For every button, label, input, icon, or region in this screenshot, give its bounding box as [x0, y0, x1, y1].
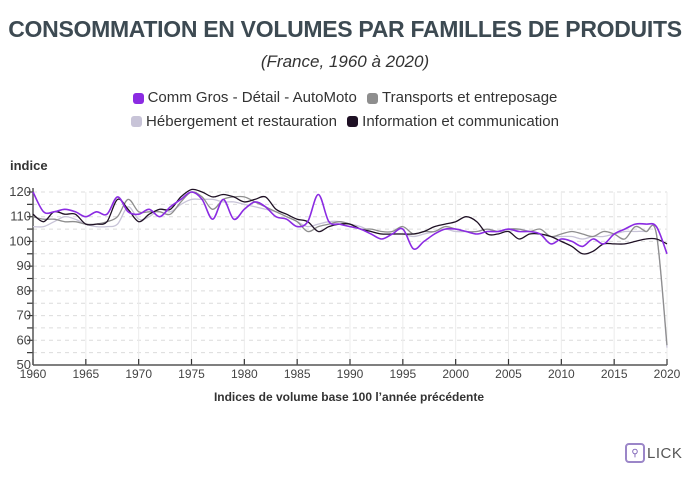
legend-swatch: [131, 116, 143, 127]
brand-logo: ⚲ LICK: [625, 443, 682, 463]
y-axis-label: indice: [10, 158, 48, 173]
legend-label: Information et communication: [362, 112, 559, 130]
legend-item-information[interactable]: Information et communication: [347, 111, 559, 133]
gridlines: [32, 191, 668, 365]
axes: 1960 1965 1970 1975 1980 1985 1990 1995 2000 2005…: [9, 184, 680, 381]
y-tick-label: 60: [17, 332, 31, 347]
y-tick-label: 70: [17, 308, 31, 323]
series-line-1: [32, 191, 668, 255]
x-tick-label: 1965: [72, 367, 99, 381]
x-tick-label: 2000: [442, 367, 469, 381]
legend-label: Transports et entreposage: [382, 89, 558, 106]
legend-label: Hébergement et restauration: [146, 112, 337, 130]
line-chart: indice 1960 1965 1970 1975 1980 1985 1990 1995 2…: [9, 158, 680, 404]
x-tick-label: 1990: [337, 367, 364, 381]
x-tick-label: 1980: [231, 367, 258, 381]
x-tick-label: 1970: [125, 367, 152, 381]
legend-label: Comm Gros - Détail - AutoMoto: [147, 89, 357, 106]
x-tick-label: 1995: [389, 367, 416, 381]
y-tick-label: 110: [10, 209, 31, 224]
legend-swatch: [132, 92, 144, 104]
magnifier-icon: ⚲: [625, 443, 645, 463]
chart-title: CONSOMMATION EN VOLUMES PAR FAMILLES DE …: [8, 16, 682, 42]
x-tick-label: 1985: [284, 367, 311, 381]
legend-swatch: [347, 116, 359, 127]
y-tick-label: 50: [17, 357, 31, 372]
x-tick-label: 2005: [495, 367, 522, 381]
x-axis-label: Indices de volume base 100 l’année précé…: [214, 390, 484, 404]
x-tick-label: 2015: [601, 367, 628, 381]
series-lines: [32, 188, 668, 348]
chart-subtitle: (France, 1960 à 2020): [260, 52, 430, 71]
legend-swatch: [367, 92, 378, 104]
legend-item-hebergement[interactable]: Hébergement et restauration: [131, 111, 337, 133]
y-tick-label: 100: [9, 233, 31, 248]
logo-text: LICK: [647, 444, 683, 462]
legend: Comm Gros - Détail - AutoMoto Transports…: [0, 87, 690, 134]
y-tick-label: 80: [17, 283, 31, 298]
y-tick-label: 90: [17, 258, 31, 273]
x-tick-label: 1960: [20, 367, 47, 381]
series-line-4: [32, 188, 668, 255]
legend-item-comm[interactable]: Comm Gros - Détail - AutoMoto: [132, 87, 357, 109]
y-tick-label: 120: [9, 184, 31, 199]
x-tick-label: 1975: [178, 367, 205, 381]
legend-item-transports[interactable]: Transports et entreposage: [367, 87, 557, 109]
x-tick-label: 2020: [654, 367, 681, 381]
x-tick-label: 2010: [548, 367, 575, 381]
